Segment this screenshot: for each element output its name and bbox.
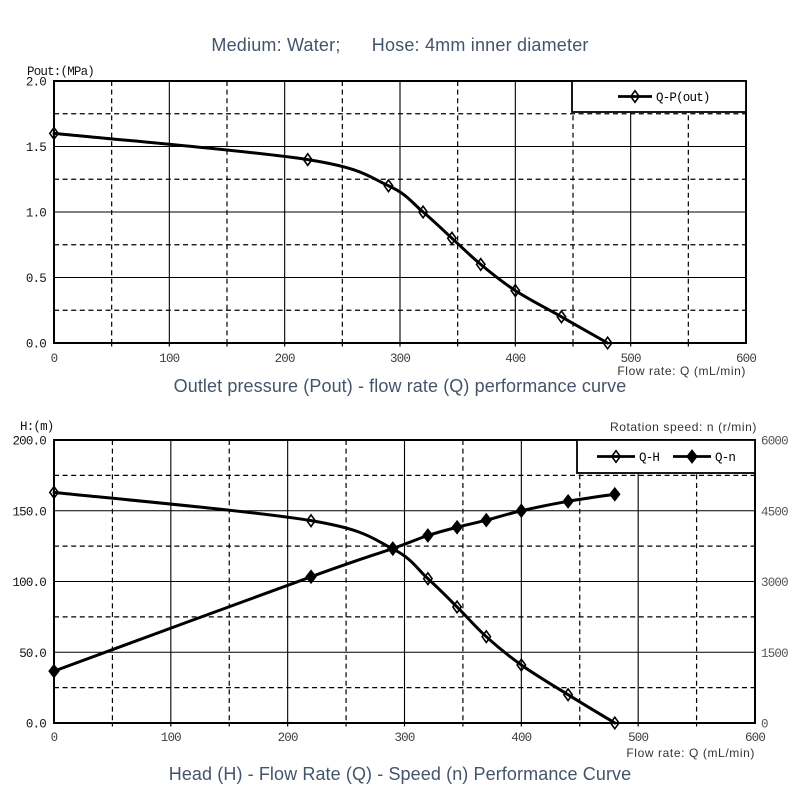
legend: Q-H Q-n <box>576 439 756 474</box>
x-tick-label: 100 <box>161 731 181 745</box>
legend-label: Q-H <box>639 451 659 465</box>
x-tick-label: 400 <box>505 352 525 366</box>
y-axis-label: Pout:(MPa) <box>27 65 94 79</box>
y-tick-label: 0.5 <box>26 272 46 286</box>
y-tick-label: 1.0 <box>26 207 46 221</box>
open-diamond-marker <box>629 89 641 104</box>
legend: Q-P(out) <box>571 80 747 113</box>
y-right-axis-label: Rotation speed: n (r/min) <box>610 420 757 434</box>
y-tick-label: 0.0 <box>26 718 46 732</box>
chart1-caption: Outlet pressure (Pout) - flow rate (Q) p… <box>173 376 627 396</box>
y-tick-label: 150.0 <box>12 505 46 519</box>
curve-Q-H <box>52 490 617 725</box>
markers-Q-P(out) <box>48 126 613 351</box>
curve-Q-P(out) <box>52 131 610 345</box>
x-tick-label: 100 <box>159 352 179 366</box>
y-tick-label: 200.0 <box>12 435 46 449</box>
y-right-tick-label: 6000 <box>761 435 788 449</box>
y-axis-label: H:(m) <box>20 420 54 434</box>
open-diamond-marker <box>556 309 567 324</box>
open-diamond-marker <box>516 657 527 673</box>
x-tick-label: 600 <box>745 731 765 745</box>
filled-diamond-marker <box>515 503 528 519</box>
open-diamond-marker <box>481 629 492 644</box>
page-title: Medium: Water; Hose: 4mm inner diameter <box>211 35 589 55</box>
x-tick-label: 0 <box>51 352 58 366</box>
x-tick-label: 400 <box>511 731 531 745</box>
filled-diamond-marker <box>48 663 60 679</box>
legend-label: Q-n <box>715 451 735 465</box>
filled-diamond-marker <box>305 569 317 585</box>
markers-Q-H <box>48 485 620 731</box>
x-tick-label: 200 <box>275 352 295 366</box>
grid-major <box>54 440 755 723</box>
open-diamond-marker <box>609 715 620 731</box>
open-diamond-marker <box>305 513 317 528</box>
x-tick-label: 0 <box>51 731 58 745</box>
x-axis-label: Flow rate: Q (mL/min) <box>617 364 746 378</box>
x-tick-label: 500 <box>628 731 648 745</box>
plot-border <box>53 80 747 344</box>
y-tick-label: 0.0 <box>26 338 46 352</box>
x-axis-label: Flow rate: Q (mL/min) <box>626 746 755 760</box>
markers-Q-n <box>48 486 621 679</box>
x-tick-label: 300 <box>394 731 414 745</box>
chart2-caption: Head (H) - Flow Rate (Q) - Speed (n) Per… <box>168 764 632 784</box>
y-right-tick-label: 3000 <box>761 576 788 590</box>
y-right-tick-label: 0 <box>761 718 768 732</box>
filled-diamond-marker <box>609 486 621 502</box>
y-right-tick-label: 1500 <box>761 647 788 661</box>
y-tick-label: 2.0 <box>26 76 46 90</box>
y-right-tick-label: 4500 <box>761 505 788 519</box>
pressure-flow-chart: Q-P(out) 0 100 200 300 400 500 600 0.0 0.5 1.0 1.5 2… <box>26 65 757 378</box>
open-diamond-marker <box>451 599 463 615</box>
filled-diamond-marker <box>686 449 698 464</box>
legend-label: Q-P(out) <box>656 91 710 105</box>
open-diamond-marker <box>48 485 60 500</box>
curve-Q-n <box>52 492 617 673</box>
filled-diamond-marker <box>422 528 434 543</box>
open-diamond-marker <box>475 257 486 272</box>
open-diamond-marker <box>510 283 521 298</box>
open-diamond-marker <box>48 126 60 141</box>
x-tick-label: 500 <box>621 352 641 366</box>
open-diamond-marker <box>602 335 613 351</box>
open-diamond-marker <box>562 687 574 702</box>
x-tick-label: 200 <box>278 731 298 745</box>
open-diamond-marker <box>383 178 394 193</box>
x-tick-label: 300 <box>390 352 410 366</box>
head-speed-flow-chart: Q-H Q-n 0 100 200 300 400 500 600 0.0 50.0 100.0 150… <box>12 420 788 760</box>
filled-diamond-marker <box>451 519 463 535</box>
open-diamond-marker <box>422 571 434 586</box>
filled-diamond-marker <box>562 493 574 509</box>
x-tick-label: 600 <box>736 352 756 366</box>
y-tick-label: 100.0 <box>12 576 46 590</box>
y-tick-label: 1.5 <box>26 141 46 155</box>
filled-diamond-marker <box>387 541 399 556</box>
y-tick-label: 50.0 <box>19 647 46 661</box>
legend-box <box>571 80 747 113</box>
open-diamond-marker <box>610 449 622 464</box>
open-diamond-marker <box>446 231 458 246</box>
filled-diamond-marker <box>480 512 493 528</box>
open-diamond-marker <box>417 204 429 220</box>
open-diamond-marker <box>302 152 313 167</box>
plot-border <box>53 439 756 724</box>
grid-major <box>54 81 746 343</box>
